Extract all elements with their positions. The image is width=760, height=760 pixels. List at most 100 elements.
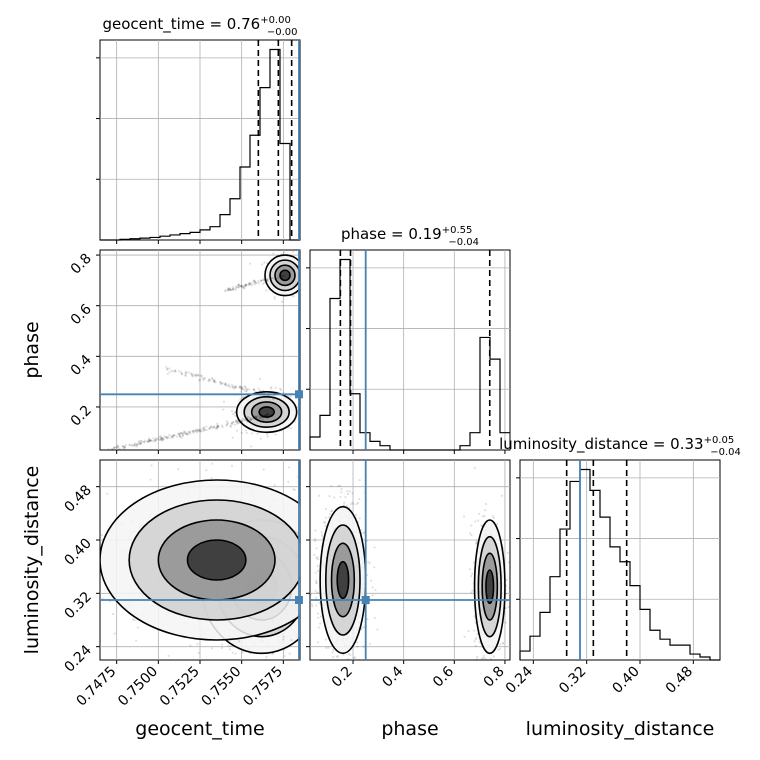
scatter-phase-vs-geocent_time-point bbox=[191, 375, 195, 378]
scatter-phase-vs-geocent_time-point bbox=[260, 416, 263, 419]
scatter-phase-vs-geocent_time-point bbox=[269, 387, 272, 390]
scatter-phase-vs-geocent_time-point bbox=[142, 441, 145, 444]
scatter-phase-vs-geocent_time-point bbox=[123, 446, 126, 450]
scatter-luminosity_distance-vs-phase-point bbox=[486, 666, 488, 668]
scatter-phase-vs-geocent_time-point bbox=[201, 377, 204, 380]
scatter-phase-vs-geocent_time-point bbox=[289, 395, 292, 398]
scatter-luminosity_distance-vs-phase-point bbox=[340, 488, 343, 491]
scatter-phase-vs-geocent_time-point bbox=[107, 448, 110, 450]
scatter-phase-vs-geocent_time-point bbox=[235, 285, 238, 288]
scatter-luminosity_distance-vs-phase-point bbox=[373, 566, 376, 569]
scatter-phase-vs-geocent_time-point bbox=[301, 287, 303, 289]
scatter-luminosity_distance-vs-phase-point bbox=[499, 643, 502, 646]
scatter-phase-vs-geocent_time-point bbox=[118, 447, 121, 450]
scatter-phase-vs-geocent_time-point bbox=[139, 442, 142, 445]
scatter-luminosity_distance-vs-phase-point bbox=[310, 603, 314, 606]
scatter-phase-vs-geocent_time-point bbox=[237, 420, 240, 423]
scatter-phase-vs-geocent_time-point bbox=[222, 400, 226, 403]
scatter-luminosity_distance-vs-geocent_time-point bbox=[307, 580, 309, 582]
scatter-luminosity_distance-vs-phase-point bbox=[491, 515, 495, 518]
scatter-phase-vs-geocent_time-point bbox=[209, 425, 213, 428]
scatter-luminosity_distance-vs-phase-point bbox=[314, 537, 317, 540]
ytick-label-luminosity_distance-1: 0.32 bbox=[61, 589, 94, 622]
scatter-phase-vs-geocent_time-point bbox=[162, 437, 165, 441]
scatter-phase-vs-geocent_time-point bbox=[230, 421, 233, 424]
scatter-luminosity_distance-vs-geocent_time-point bbox=[57, 538, 59, 540]
scatter-phase-vs-geocent_time-point bbox=[171, 435, 174, 438]
xtick-label-geocent_time-0: 0.7475 bbox=[74, 664, 120, 710]
scatter-phase-vs-geocent_time-point bbox=[235, 286, 238, 289]
scatter-luminosity_distance-vs-geocent_time-point bbox=[196, 642, 199, 646]
scatter-luminosity_distance-vs-geocent_time-point bbox=[304, 529, 306, 531]
scatter-phase-vs-geocent_time-point bbox=[237, 283, 240, 286]
scatter-phase-vs-geocent_time-point bbox=[110, 448, 113, 450]
scatter-luminosity_distance-vs-geocent_time-point bbox=[306, 566, 308, 568]
scatter-luminosity_distance-vs-geocent_time-point bbox=[262, 667, 264, 669]
scatter-phase-vs-geocent_time-point bbox=[208, 426, 212, 429]
scatter-phase-vs-geocent_time-point bbox=[194, 374, 198, 378]
scatter-phase-vs-geocent_time-point bbox=[242, 388, 246, 391]
scatter-luminosity_distance-vs-phase-point bbox=[376, 628, 379, 631]
scatter-phase-vs-geocent_time-point bbox=[205, 428, 208, 432]
scatter-luminosity_distance-vs-phase-point bbox=[310, 593, 313, 596]
scatter-phase-vs-geocent_time-point bbox=[167, 436, 170, 439]
scatter-luminosity_distance-vs-phase-point bbox=[368, 562, 371, 565]
scatter-luminosity_distance-vs-geocent_time-point bbox=[290, 639, 293, 642]
scatter-phase-vs-geocent_time-point bbox=[124, 443, 127, 447]
scatter-luminosity_distance-vs-geocent_time-point bbox=[301, 573, 303, 575]
scatter-phase-vs-geocent_time-point bbox=[220, 382, 224, 385]
scatter-luminosity_distance-vs-phase-point bbox=[504, 621, 507, 624]
scatter-phase-vs-geocent_time-point bbox=[181, 372, 184, 375]
scatter-phase-vs-geocent_time-point bbox=[239, 285, 242, 288]
scatter-phase-vs-geocent_time-point bbox=[248, 283, 251, 286]
scatter-luminosity_distance-vs-phase-point bbox=[316, 641, 320, 644]
scatter-phase-vs-geocent_time-point bbox=[234, 385, 238, 388]
scatter-luminosity_distance-vs-phase-point bbox=[330, 510, 333, 513]
scatter-phase-vs-geocent_time-point bbox=[240, 421, 243, 424]
scatter-phase-vs-geocent_time-point bbox=[192, 431, 195, 434]
scatter-phase-vs-geocent_time-point bbox=[240, 388, 243, 391]
scatter-phase-vs-geocent_time-point bbox=[181, 433, 184, 437]
scatter-phase-vs-geocent_time-point bbox=[245, 431, 248, 434]
scatter-luminosity_distance-vs-phase-point bbox=[368, 642, 371, 645]
scatter-luminosity_distance-vs-phase-point bbox=[358, 497, 361, 501]
scatter-luminosity_distance-vs-phase-point bbox=[355, 503, 358, 506]
scatter-phase-vs-geocent_time-point bbox=[246, 420, 249, 424]
scatter-luminosity_distance-vs-geocent_time-point bbox=[282, 638, 285, 641]
scatter-luminosity_distance-vs-geocent_time-point bbox=[305, 534, 307, 536]
scatter-luminosity_distance-vs-phase-point bbox=[356, 645, 359, 648]
scatter-phase-vs-geocent_time-point bbox=[278, 274, 281, 277]
scatter-phase-vs-geocent_time-point bbox=[246, 419, 249, 423]
hist-luminosity_distance-step bbox=[519, 468, 720, 661]
scatter-luminosity_distance-vs-phase-point bbox=[315, 557, 318, 560]
scatter-phase-vs-geocent_time-point bbox=[249, 418, 252, 421]
scatter-luminosity_distance-vs-phase-point bbox=[315, 579, 318, 582]
scatter-phase-vs-geocent_time-point bbox=[221, 382, 224, 385]
scatter-luminosity_distance-vs-geocent_time-point bbox=[306, 573, 308, 575]
scatter-phase-vs-geocent_time-point bbox=[216, 422, 219, 425]
scatter-luminosity_distance-vs-phase-point bbox=[315, 604, 318, 607]
scatter-phase-vs-geocent_time-point bbox=[265, 277, 269, 281]
scatter-phase-vs-geocent_time-point bbox=[208, 427, 211, 430]
scatter-luminosity_distance-vs-geocent_time-point bbox=[262, 468, 265, 471]
scatter-phase-vs-geocent_time-point bbox=[245, 418, 248, 421]
scatter-luminosity_distance-vs-phase-point bbox=[483, 515, 486, 518]
scatter-phase-vs-geocent_time-point bbox=[253, 280, 256, 283]
scatter-luminosity_distance-vs-geocent_time-point bbox=[307, 547, 309, 549]
scatter-phase-vs-geocent_time-point bbox=[228, 288, 232, 292]
scatter-phase-vs-geocent_time-point bbox=[245, 283, 248, 287]
scatter-luminosity_distance-vs-geocent_time-point bbox=[210, 647, 214, 650]
scatter-phase-vs-geocent_time-point bbox=[233, 423, 237, 426]
scatter-phase-vs-geocent_time-point bbox=[249, 418, 252, 422]
scatter-phase-vs-geocent_time-point bbox=[241, 388, 244, 391]
scatter-phase-vs-geocent_time-point bbox=[187, 432, 190, 435]
scatter-phase-vs-geocent_time-point bbox=[137, 441, 140, 444]
scatter-phase-vs-geocent_time-point bbox=[247, 419, 250, 422]
scatter-luminosity_distance-vs-phase-point bbox=[351, 492, 354, 495]
scatter-luminosity_distance-vs-geocent_time-point bbox=[305, 599, 307, 601]
scatter-luminosity_distance-vs-phase-point bbox=[316, 556, 319, 559]
scatter-phase-vs-geocent_time-point bbox=[199, 430, 203, 433]
scatter-phase-vs-geocent_time-point bbox=[251, 432, 254, 435]
scatter-phase-vs-geocent_time-point bbox=[216, 424, 219, 427]
scatter-phase-vs-geocent_time-point bbox=[252, 388, 255, 392]
